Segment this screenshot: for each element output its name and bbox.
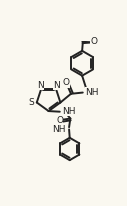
Text: O: O — [56, 116, 63, 124]
Text: NH: NH — [85, 88, 99, 97]
Text: NH: NH — [52, 125, 66, 134]
Text: O: O — [90, 37, 97, 46]
Text: O: O — [63, 78, 70, 88]
Text: N: N — [53, 81, 60, 90]
Text: S: S — [29, 98, 34, 107]
Text: NH: NH — [62, 107, 76, 116]
Text: N: N — [37, 81, 44, 90]
